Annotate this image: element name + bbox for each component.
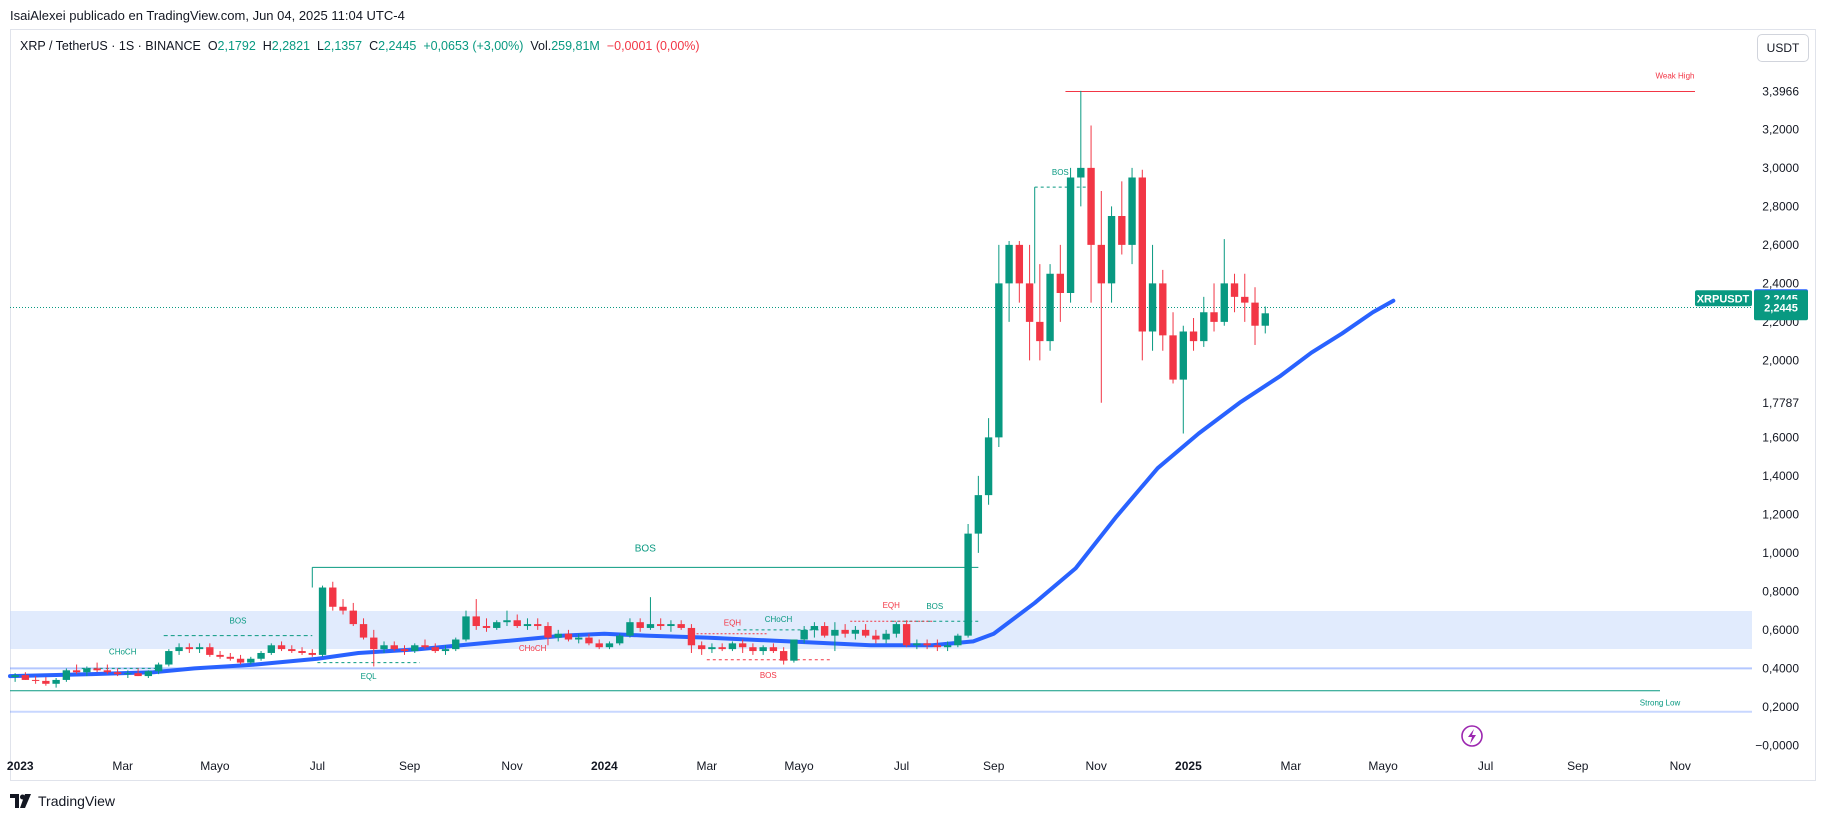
publish-line: IsaiAlexei publicado en TradingView.com,… [10, 8, 405, 23]
legend-open-value: 2,1792 [217, 39, 256, 53]
legend-close-value: 2,2445 [378, 39, 417, 53]
currency-unit-button[interactable]: USDT [1757, 34, 1809, 62]
legend-low-value: 2,1357 [323, 39, 363, 53]
footer-brand-text: TradingView [38, 793, 116, 809]
legend-low-label: L [316, 39, 324, 53]
legend-close-label: C [369, 39, 379, 53]
tradingview-logo-icon [10, 794, 31, 808]
legend-symbol[interactable]: XRP / TetherUS · 1S · BINANCE [20, 39, 201, 53]
legend-volume-label: Vol. [530, 39, 552, 53]
legend-indicator-value: −0,0001 (0,00%) [606, 39, 700, 53]
legend-volume-value: 259,81M [551, 39, 600, 53]
chart-container[interactable] [10, 29, 1816, 781]
chart-legend: XRP / TetherUS · 1S · BINANCE O2,1792 H2… [20, 39, 700, 53]
legend-change: +0,0653 (+3,00%) [423, 39, 524, 53]
footer-brand[interactable]: TradingView [10, 793, 115, 809]
legend-high-label: H [262, 39, 272, 53]
legend-open-label: O [207, 39, 218, 53]
legend-high-value: 2,2821 [271, 39, 310, 53]
